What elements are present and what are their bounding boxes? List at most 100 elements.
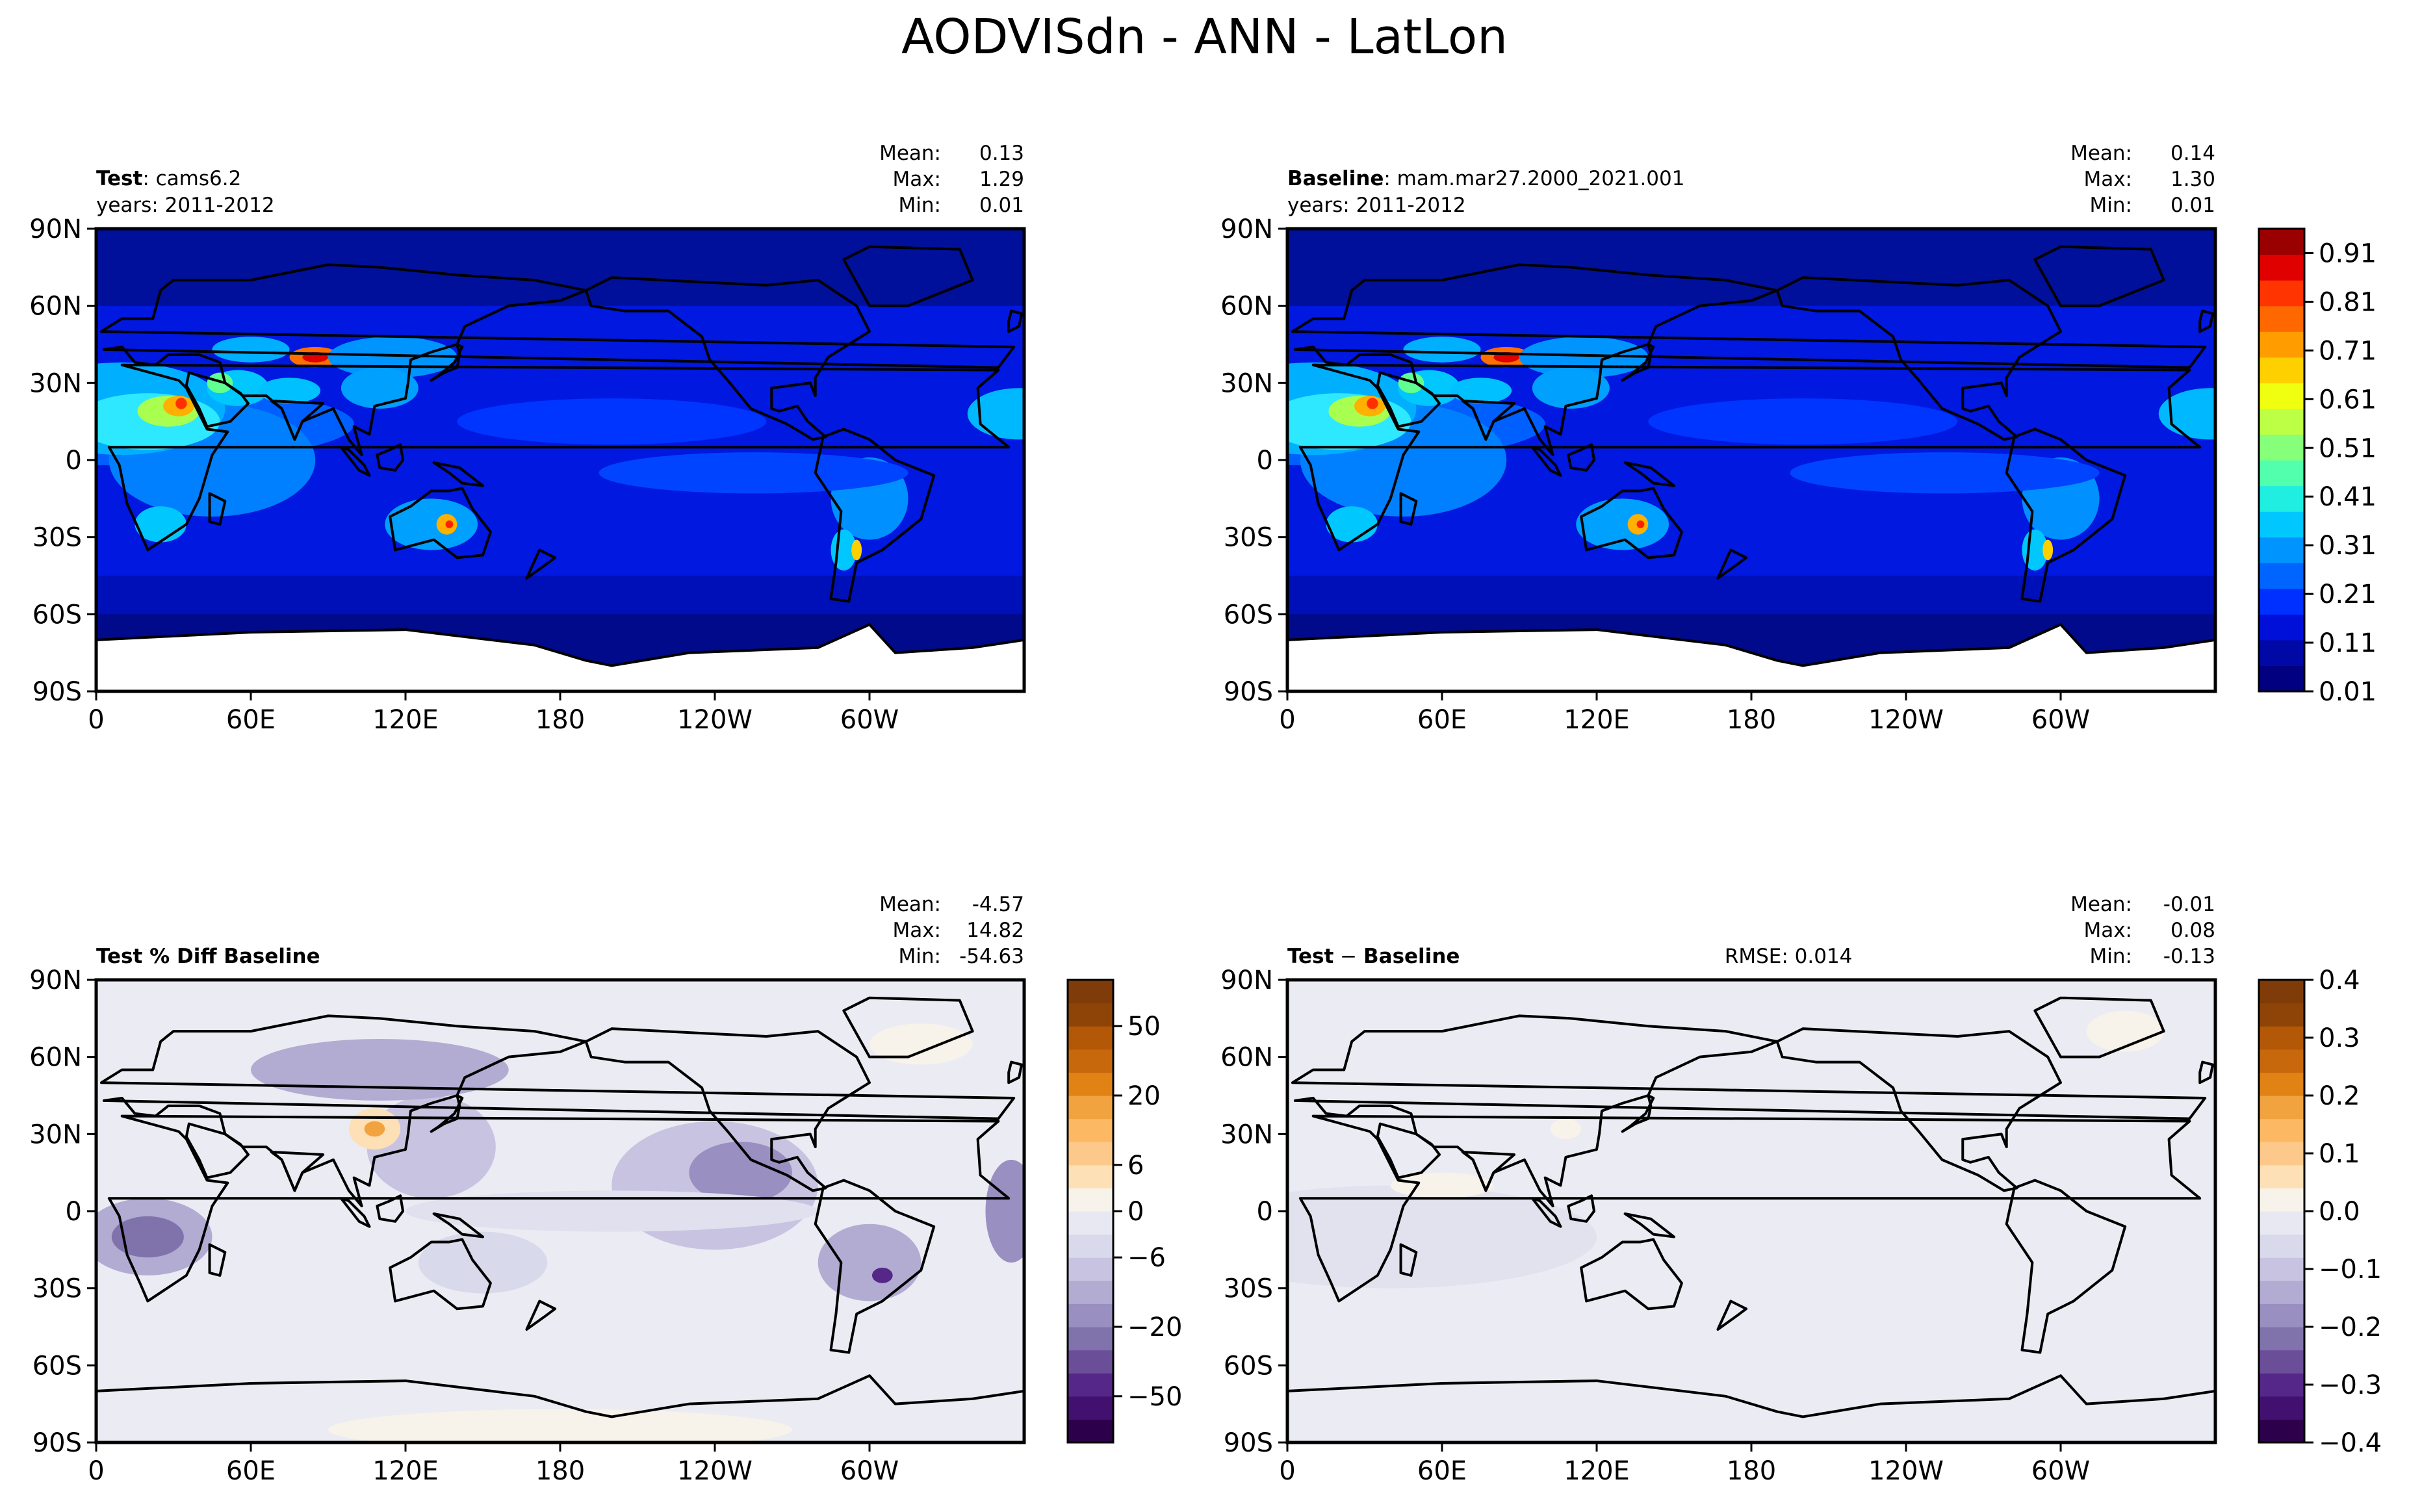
field-contour [1532,367,1610,409]
colorbar-swatch [2259,485,2304,512]
x-tick-label: 120E [1564,1456,1630,1486]
panel-label: Test: cams6.2 [96,167,241,190]
stat-name: Max: [2083,168,2132,191]
colorbar-swatch [2259,980,2304,1004]
colorbar-swatch [2259,1118,2304,1142]
colorbar-swatch [1068,1327,1113,1351]
coastline-australia [389,487,492,559]
y-tick-label: 60S [32,1351,82,1381]
colorbar-swatch [1068,1026,1113,1050]
colorbar-swatch [1068,1396,1113,1420]
coastline-india [1461,1151,1516,1192]
field-contour [111,1216,184,1258]
colorbar-swatch [1068,1234,1113,1258]
colorbar-swatch [1068,1419,1113,1443]
x-tick-label: 0 [1279,705,1295,735]
x-tick-label: 60W [840,1456,899,1486]
field-contour [1636,520,1645,528]
x-tick-label: 60W [2031,705,2090,735]
x-tick-label: 120W [677,1456,753,1486]
colorbar-swatch [1068,1350,1113,1374]
colorbar-swatch [2259,1327,2304,1351]
y-tick-label: 90N [29,966,82,995]
colorbar-swatch [2259,1257,2304,1281]
coastline-samerica [814,1179,936,1354]
colorbar-tick-label: 0 [1127,1197,1144,1227]
field-band [96,576,1024,615]
field-contour [457,398,767,445]
coastline-namerica [584,1027,871,1192]
colorbar-tick-label: −0.1 [2319,1255,2382,1285]
coastline-eurasia [99,1014,1016,1208]
stat-name: Mean: [879,893,941,916]
y-tick-label: 60N [29,1043,82,1073]
x-tick-label: 120W [1868,705,1944,735]
coastline-sumatra [1530,446,1562,477]
coastline-india [1461,400,1516,441]
stat-name: Mean: [2070,893,2132,916]
colorbar-tick-label: −0.4 [2319,1428,2382,1458]
colorbar-tick-label: 0.61 [2319,385,2377,415]
colorbar-tick-label: 20 [1127,1081,1161,1111]
x-tick-label: 0 [88,1456,104,1486]
coastline-antarctica [1287,623,2215,691]
y-tick-label: 30S [1224,1274,1273,1304]
coastline-greenland [842,245,974,307]
colorbar-tick-label: −50 [1127,1382,1182,1412]
colorbar-swatch [2259,1396,2304,1420]
coastline-uk [2198,1060,2215,1084]
y-tick-label: 90N [1220,214,1273,244]
y-tick-label: 60N [29,292,82,322]
stat-value: 0.13 [979,142,1024,165]
colorbar-tick-label: 0.3 [2319,1023,2360,1053]
coastline-greenland [842,996,974,1058]
x-tick-label: 0 [1279,1456,1295,1486]
stat-value: -4.57 [972,893,1024,916]
coastline-antarctica [96,1374,1024,1442]
coastline-madagascar [1399,492,1418,526]
x-tick-label: 60E [1417,1456,1467,1486]
coastline-africa [1298,1114,2202,1303]
field-contour [1403,337,1481,363]
field-contour [851,539,862,561]
field-contour [445,520,454,528]
field-contour [870,1023,973,1065]
coastline-sumatra [339,446,371,477]
colorbar-swatch [2259,1026,2304,1050]
field-contour [385,498,478,550]
y-tick-label: 60S [1224,600,1273,630]
y-tick-label: 0 [66,1197,82,1227]
panel-years: years: 2011-2012 [96,194,275,217]
coastline-antarctica [1287,1374,2215,1442]
y-tick-label: 30N [1220,1120,1273,1149]
x-tick-label: 60W [2031,1456,2090,1486]
coastline-africa [1298,363,2202,552]
colorbar-swatch [2259,280,2304,307]
coastline-eurasia [1291,1014,2207,1208]
field-contour [1576,498,1669,550]
y-tick-label: 90S [1224,1428,1273,1458]
y-tick-label: 60N [1220,292,1273,322]
map-panel-test: 0 60E 120E 180 120W 60W 90N 60N 30N 0 30S 60S 90S yea… [29,142,1026,735]
panel-label: Baseline: mam.mar27.2000_2021.001 [1287,167,1684,190]
stat-value: -0.13 [2163,945,2215,968]
rmse-label: RMSE: 0.014 [1725,945,1853,968]
coastline-india [270,400,325,441]
y-tick-label: 30S [32,523,82,553]
field-band [1287,229,2215,306]
stat-name: Mean: [879,142,941,165]
coastline-sumatra [339,1197,371,1228]
stat-value: -54.63 [959,945,1024,968]
field-contour [212,337,290,363]
x-tick-label: 0 [88,705,104,735]
colorbar-swatch [1068,980,1113,1004]
colorbar-swatch [2259,665,2304,692]
coastline-uk [1007,309,1024,333]
colorbar-tick-label: 0.11 [2319,628,2377,658]
y-tick-label: 30N [29,1120,82,1149]
colorbar-swatch [2259,563,2304,589]
field-contour [1648,398,1958,445]
field-contour [328,1409,792,1442]
stat-name: Mean: [2070,142,2132,165]
field-contour [341,367,419,409]
